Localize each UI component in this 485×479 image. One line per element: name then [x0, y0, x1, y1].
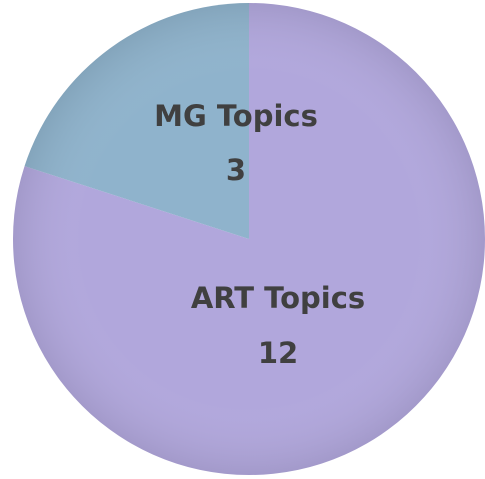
slice-label: ART Topics — [191, 281, 365, 315]
slice-value: 3 — [226, 153, 246, 187]
pie-shading — [13, 3, 485, 475]
slice-label: MG Topics — [154, 99, 318, 133]
slice-value: 12 — [258, 336, 298, 370]
